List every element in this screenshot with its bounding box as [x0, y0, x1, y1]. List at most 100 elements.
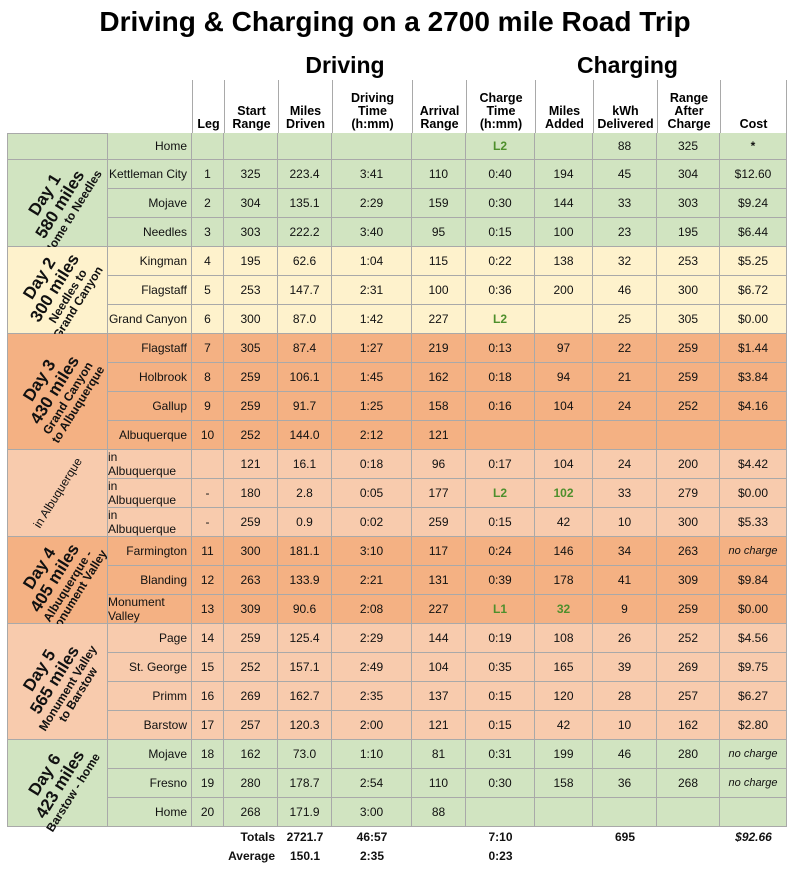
- cell-text: $9.24: [737, 196, 769, 210]
- cell: 73.0: [278, 740, 332, 769]
- cell-text: 0:19: [488, 631, 512, 645]
- cell: 120: [535, 682, 593, 711]
- cell-text: $92.66: [735, 829, 772, 844]
- cell: 0:15: [466, 711, 535, 740]
- cell-text: 9: [204, 399, 211, 413]
- cell: 7: [192, 334, 224, 363]
- cell-text: 0:18: [359, 457, 384, 471]
- cell-text: 32: [556, 602, 571, 616]
- cell-text: 3:10: [359, 544, 384, 558]
- cell-text: 146: [553, 544, 574, 558]
- cell-text: 23: [617, 225, 632, 239]
- cell-text: 0:15: [488, 515, 512, 529]
- cell-text: 90.6: [292, 602, 317, 616]
- cell-text: 304: [677, 167, 699, 181]
- cell-text: 10: [617, 718, 632, 732]
- cell: 269: [657, 653, 720, 682]
- cell-text: 24: [617, 457, 632, 471]
- cell-text: 2:35: [359, 689, 384, 703]
- cell-text: Needles: [142, 225, 187, 239]
- group-cell: Day 2 300 miles Needles to Grand Canyon: [7, 247, 108, 341]
- cell: 1:10: [332, 740, 412, 769]
- cell: no charge: [720, 769, 787, 798]
- cell: 91.7: [278, 392, 332, 421]
- cell: 171.9: [278, 798, 332, 827]
- cell-text: $1.44: [737, 341, 769, 355]
- header-line: Delivered: [597, 117, 654, 131]
- cell-text: 14: [200, 631, 215, 645]
- cell: 121: [412, 711, 466, 740]
- cell: L1: [466, 595, 535, 624]
- cell-text: 8: [204, 370, 211, 384]
- cell: 10: [593, 508, 657, 537]
- cell-text: 300: [240, 544, 261, 558]
- cell: 9: [192, 392, 224, 421]
- cell: 195: [657, 218, 720, 247]
- cell-text: 17: [200, 718, 215, 732]
- cell: Home: [108, 798, 192, 827]
- cell: 162.7: [278, 682, 332, 711]
- cell-text: -: [205, 486, 210, 500]
- group-label: Day 4 405 miles Albuquerque - Monument Vall…: [6, 522, 110, 638]
- cell: 279: [657, 479, 720, 508]
- cell: 253: [657, 247, 720, 276]
- cell: 159: [412, 189, 466, 218]
- cell-text: 88: [617, 139, 632, 153]
- cell-text: 28: [617, 689, 632, 703]
- cell: 0:15: [466, 682, 535, 711]
- cell-text: 222.2: [289, 225, 320, 239]
- cell: 94: [535, 363, 593, 392]
- cell-text: 2:35: [359, 849, 385, 863]
- cell-text: 104: [428, 660, 449, 674]
- cell: 2:54: [332, 769, 412, 798]
- cell-text: 5: [204, 283, 211, 297]
- cell: Flagstaff: [108, 334, 192, 363]
- cell: 97: [535, 334, 593, 363]
- cell-text: Home: [154, 805, 187, 819]
- cell: 257: [224, 711, 278, 740]
- cell-text: 88: [431, 805, 446, 819]
- cell: 62.6: [278, 247, 332, 276]
- cell: Holbrook: [108, 363, 192, 392]
- cell-text: 1:42: [359, 312, 384, 326]
- cell: [535, 827, 593, 846]
- cell: 0:19: [466, 624, 535, 653]
- cell: 223.4: [278, 160, 332, 189]
- cell: 280: [657, 740, 720, 769]
- cell-text: 300: [677, 283, 699, 297]
- cell: [535, 798, 593, 827]
- cell: 157.1: [278, 653, 332, 682]
- cell-text: Flagstaff: [141, 283, 187, 297]
- cell: 137: [412, 682, 466, 711]
- cell: [593, 846, 657, 866]
- cell: 19: [192, 769, 224, 798]
- cell: [720, 846, 787, 866]
- cell-text: 268: [677, 776, 699, 790]
- cell: [535, 421, 593, 450]
- cell-text: 121: [428, 718, 449, 732]
- cell-text: 1:27: [359, 341, 384, 355]
- cell: 88: [412, 798, 466, 827]
- cell: $5.33: [720, 508, 787, 537]
- cell-text: 223.4: [289, 167, 320, 181]
- cell: -: [192, 508, 224, 537]
- cell: 95: [412, 218, 466, 247]
- cell: [720, 798, 787, 827]
- cell-text: 121: [240, 457, 261, 471]
- cell-text: 181.1: [289, 544, 320, 558]
- cell: 144.0: [278, 421, 332, 450]
- cell-text: 19: [200, 776, 215, 790]
- cell: 144: [535, 189, 593, 218]
- cell: no charge: [720, 740, 787, 769]
- cell-text: 7: [204, 341, 211, 355]
- cell: 22: [593, 334, 657, 363]
- cell: 104: [412, 653, 466, 682]
- cell-text: 162: [428, 370, 449, 384]
- cell: 3:00: [332, 798, 412, 827]
- cell: 41: [593, 566, 657, 595]
- cell-text: 165: [553, 660, 574, 674]
- cell: $4.42: [720, 450, 787, 479]
- cell: 33: [593, 479, 657, 508]
- group-cell: Day 4 405 miles Albuquerque - Monument Vall…: [7, 537, 110, 638]
- cell-text: 695: [614, 829, 636, 844]
